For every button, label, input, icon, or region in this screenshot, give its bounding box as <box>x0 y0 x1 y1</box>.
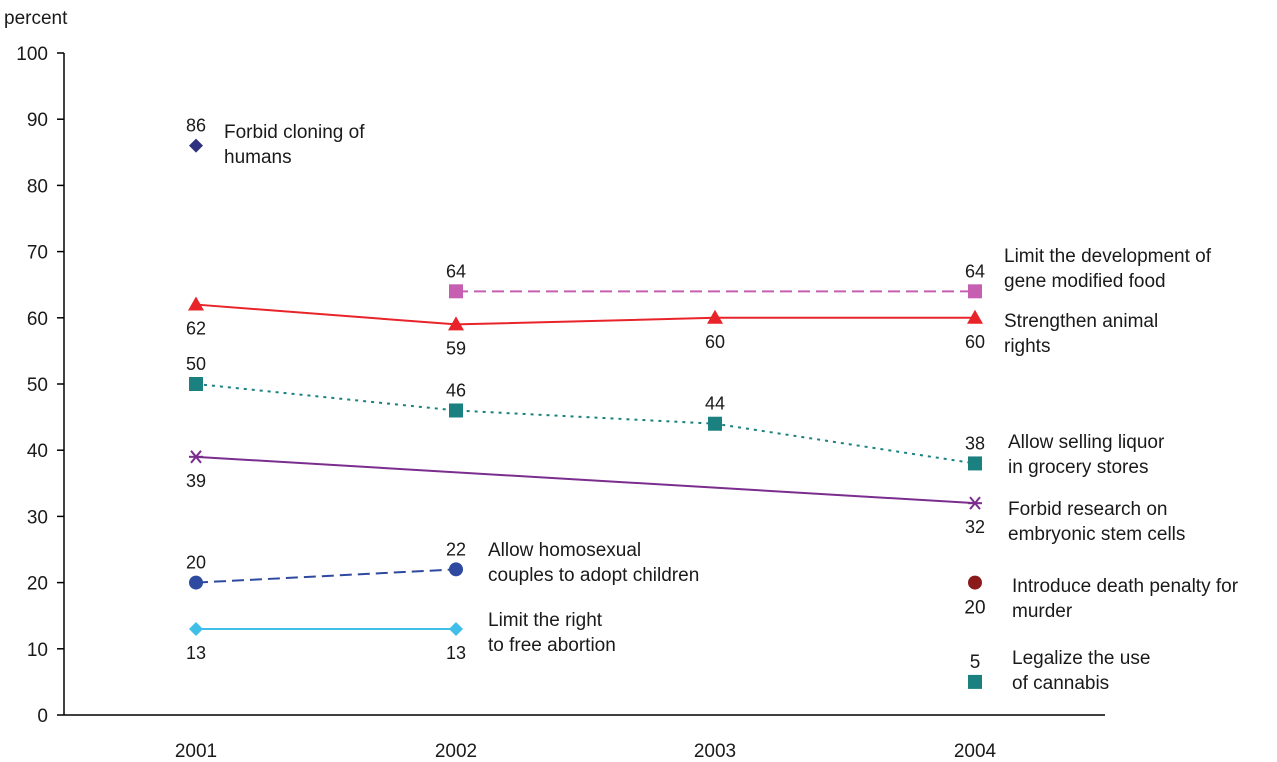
data-label: 20 <box>964 598 985 619</box>
x-tick-label: 2001 <box>175 741 217 762</box>
square-marker <box>449 284 463 299</box>
data-label: 13 <box>186 643 206 663</box>
series-lines <box>195 290 976 630</box>
series-name: Legalize the use <box>1012 648 1150 669</box>
diamond-marker <box>449 621 463 636</box>
square-marker <box>968 456 982 471</box>
data-labels: 86 64 64 62 59 60 60 50 46 44 38 39 32 20 22 13 13 20 5 <box>186 116 986 673</box>
y-axis-title: percent <box>4 8 68 29</box>
series-name: Allow selling liquor <box>1008 432 1165 453</box>
data-label: 50 <box>186 354 206 374</box>
x-tick-label: 2004 <box>954 741 997 762</box>
asterisk-stroke <box>969 496 981 510</box>
series-names: Forbid cloning of humans Limit the develop… <box>224 122 1239 694</box>
data-label: 20 <box>186 553 206 573</box>
data-label: 39 <box>186 471 206 491</box>
data-label: 64 <box>965 261 985 281</box>
data-label: 5 <box>970 652 981 673</box>
data-label: 86 <box>186 116 206 136</box>
series-name: Introduce death penalty for <box>1012 576 1239 597</box>
axes: 0 10 20 30 40 50 60 70 80 90 100 2001 2002 2003 2004 <box>16 44 1105 762</box>
data-label: 60 <box>705 332 725 352</box>
circle-marker <box>968 575 982 590</box>
square-marker <box>449 403 463 418</box>
series-line <box>195 568 457 584</box>
y-tick-label: 40 <box>27 441 48 462</box>
triangle-marker <box>448 316 464 331</box>
square-marker <box>708 416 722 431</box>
asterisk-marker <box>968 496 982 510</box>
series-name: of cannabis <box>1012 673 1109 694</box>
circle-marker <box>449 562 463 577</box>
y-tick-label: 30 <box>27 507 48 528</box>
y-tick-label: 100 <box>16 44 48 65</box>
square-marker <box>968 284 982 299</box>
data-label: 46 <box>446 380 466 400</box>
diamond-marker <box>189 621 203 636</box>
square-marker <box>968 674 982 689</box>
data-label: 62 <box>186 319 206 339</box>
series-name: in grocery stores <box>1008 457 1148 478</box>
y-tick-label: 10 <box>27 640 48 661</box>
series-name: humans <box>224 147 292 168</box>
data-label: 32 <box>965 517 985 537</box>
series-name: Forbid research on <box>1008 499 1167 520</box>
y-tick-label: 0 <box>37 706 48 727</box>
triangle-marker <box>707 309 723 324</box>
y-tick-label: 60 <box>27 309 48 330</box>
series-name: Forbid cloning of <box>224 122 365 143</box>
circle-marker <box>189 575 203 590</box>
triangle-marker <box>967 309 983 324</box>
triangle-marker <box>188 296 204 311</box>
x-tick-label: 2003 <box>694 741 736 762</box>
data-label: 22 <box>446 539 466 559</box>
series-name: Strengthen animal <box>1004 311 1158 332</box>
y-tick-label: 20 <box>27 574 48 595</box>
y-tick-label: 80 <box>27 176 48 197</box>
series-name: embryonic stem cells <box>1008 524 1185 545</box>
series-line <box>195 455 976 505</box>
x-tick-label: 2002 <box>435 741 477 762</box>
series-name: Allow homosexual <box>488 540 641 561</box>
data-label: 44 <box>705 394 725 414</box>
series-name: gene modified food <box>1004 271 1166 292</box>
asterisk-marker <box>189 450 203 464</box>
y-tick-label: 90 <box>27 110 48 131</box>
series-markers <box>188 138 983 689</box>
y-tick-label: 50 <box>27 375 48 396</box>
series-name: couples to adopt children <box>488 565 699 586</box>
data-label: 13 <box>446 643 466 663</box>
series-name: murder <box>1012 601 1073 622</box>
data-label: 59 <box>446 338 466 358</box>
series-line <box>195 383 976 465</box>
series-name: rights <box>1004 336 1050 357</box>
series-line <box>195 303 975 326</box>
data-label: 60 <box>965 332 985 352</box>
asterisk-stroke <box>190 450 202 464</box>
square-marker <box>189 377 203 391</box>
data-label: 38 <box>965 433 985 453</box>
series-name: to free abortion <box>488 635 616 656</box>
y-tick-label: 70 <box>27 243 48 264</box>
series-name: Limit the right <box>488 610 603 631</box>
diamond-marker <box>189 138 203 153</box>
data-label: 64 <box>446 261 466 281</box>
series-name: Limit the development of <box>1004 246 1212 267</box>
